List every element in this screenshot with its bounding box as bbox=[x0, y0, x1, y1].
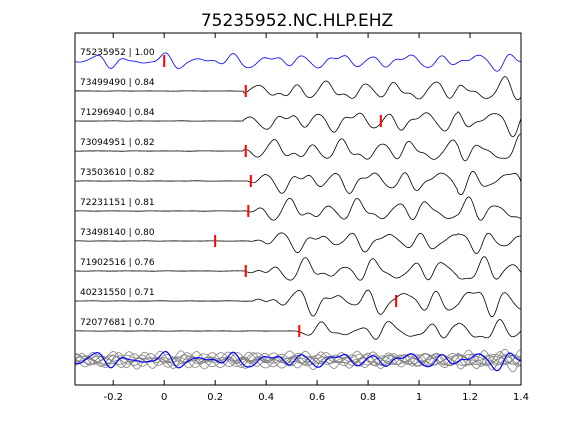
trace-2-label: 73499490 | 0.84 bbox=[80, 78, 155, 88]
trace-9-line bbox=[74, 289, 522, 318]
x-tick-label: 0.4 bbox=[258, 392, 274, 403]
x-tick-label: 0.6 bbox=[309, 392, 325, 403]
x-tick-label: 1.2 bbox=[462, 392, 478, 403]
trace-8-line bbox=[75, 256, 522, 281]
stack-group bbox=[74, 348, 522, 373]
trace-6-label: 72231151 | 0.81 bbox=[80, 198, 155, 208]
chart-title: 75235952.NC.HLP.EHZ bbox=[201, 11, 393, 31]
plot-frame bbox=[74, 32, 522, 386]
trace-2-line bbox=[75, 76, 522, 101]
x-tick-label: -0.2 bbox=[103, 392, 123, 403]
x-tick-label: 1.4 bbox=[513, 392, 529, 403]
trace-1-label: 75235952 | 1.00 bbox=[80, 48, 155, 58]
trace-9-label: 40231550 | 0.71 bbox=[80, 288, 155, 298]
stack-trace-8 bbox=[74, 350, 522, 369]
trace-7-label: 73498140 | 0.80 bbox=[80, 228, 155, 238]
stack-reference-line bbox=[74, 351, 522, 372]
trace-6-line bbox=[74, 196, 522, 221]
trace-3-label: 71296940 | 0.84 bbox=[80, 108, 155, 118]
trace-5-label: 73503610 | 0.82 bbox=[80, 168, 155, 178]
x-tick-label: 0.2 bbox=[207, 392, 223, 403]
trace-group: 75235952 | 1.00 73499490 | 0.84 71296940 |… bbox=[74, 48, 522, 340]
trace-4-label: 73094951 | 0.82 bbox=[80, 138, 155, 148]
trace-5-line bbox=[74, 170, 522, 196]
trace-3-line bbox=[74, 111, 522, 138]
trace-1-line bbox=[74, 52, 522, 72]
trace-10-label: 72077681 | 0.70 bbox=[80, 318, 155, 328]
x-axis: -0.2 0 0.2 0.4 0.6 0.8 1 1.2 1.4 bbox=[103, 33, 529, 403]
trace-4-line bbox=[74, 133, 522, 162]
trace-8-label: 71902516 | 0.76 bbox=[80, 258, 155, 268]
stack-trace-10 bbox=[74, 351, 522, 368]
x-tick-label: 0.8 bbox=[360, 392, 376, 403]
x-tick-label: 0 bbox=[161, 392, 167, 403]
x-tick-label: 1 bbox=[416, 392, 422, 403]
stack-trace-3 bbox=[74, 350, 522, 373]
trace-7-line bbox=[74, 232, 522, 254]
trace-10-line bbox=[75, 319, 522, 340]
